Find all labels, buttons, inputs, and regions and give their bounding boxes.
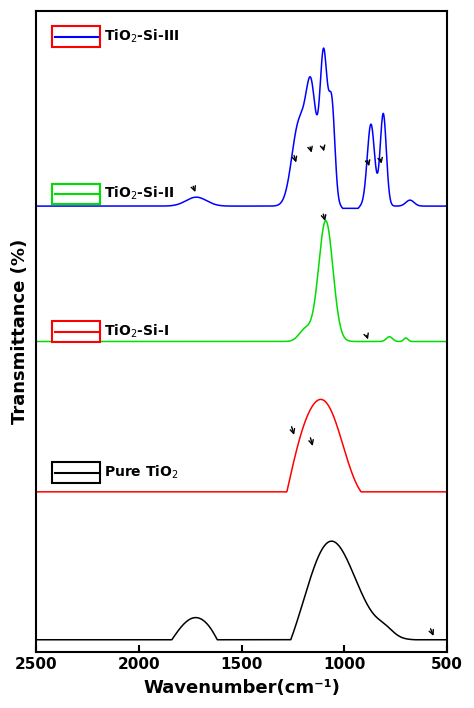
FancyBboxPatch shape	[53, 462, 100, 483]
FancyBboxPatch shape	[53, 26, 100, 47]
FancyBboxPatch shape	[53, 321, 100, 342]
Text: TiO$_2$-Si-I: TiO$_2$-Si-I	[104, 323, 169, 341]
Text: TiO$_2$-Si-III: TiO$_2$-Si-III	[104, 28, 179, 45]
FancyBboxPatch shape	[53, 183, 100, 204]
Text: Pure TiO$_2$: Pure TiO$_2$	[104, 464, 178, 481]
X-axis label: Wavenumber(cm⁻¹): Wavenumber(cm⁻¹)	[143, 679, 340, 697]
Text: TiO$_2$-Si-II: TiO$_2$-Si-II	[104, 185, 174, 202]
Y-axis label: Transmittance (%): Transmittance (%)	[11, 239, 29, 424]
